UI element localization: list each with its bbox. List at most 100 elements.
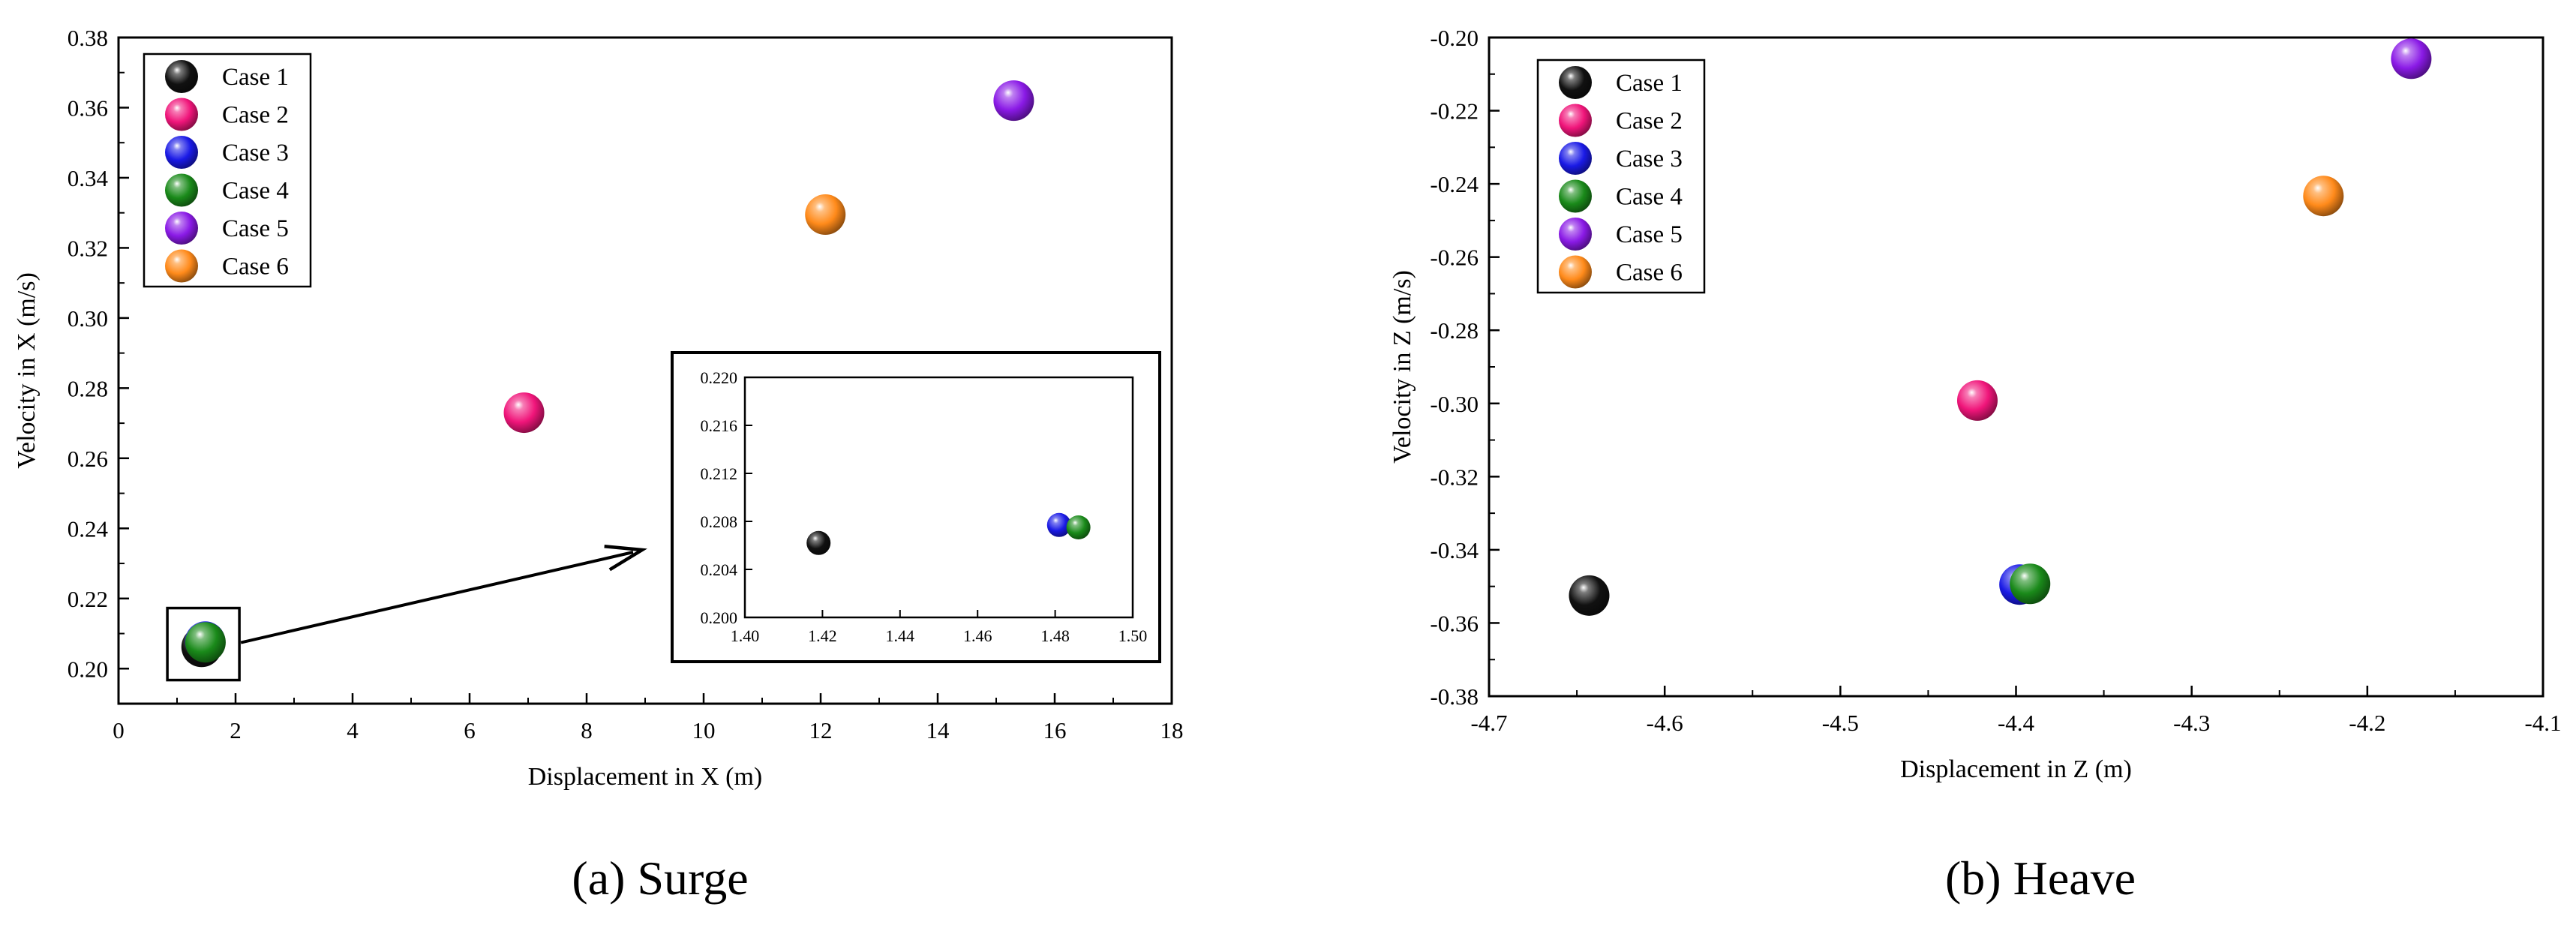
legend-label: Case 3 xyxy=(222,140,289,167)
x-tick-label: 12 xyxy=(809,717,833,743)
inset-x-tick-label: 1.44 xyxy=(886,626,915,645)
legend-label: Case 4 xyxy=(1616,184,1683,211)
legend-label: Case 6 xyxy=(1616,260,1683,287)
y-axis-label: Velocity in Z (m/s) xyxy=(1389,270,1416,464)
x-tick-label: -4.4 xyxy=(1998,710,2035,736)
y-tick-label: -0.28 xyxy=(1430,317,1479,344)
x-axis-label: Displacement in X (m) xyxy=(528,763,763,791)
legend-marker xyxy=(1559,179,1592,213)
legend-label: Case 1 xyxy=(222,64,289,91)
inset-y-tick-label: 0.200 xyxy=(701,608,738,627)
heave-chart: -4.7 -4.6 -4.5 -4.4 -4.3 -4.2 -4.1 -0.38 -0.36 -0… xyxy=(1389,25,2562,905)
y-axis-label: Velocity in X (m/s) xyxy=(13,272,41,469)
y-tick-label: 0.28 xyxy=(68,375,108,401)
y-tick-label: -0.38 xyxy=(1430,683,1479,710)
y-tick-label: -0.34 xyxy=(1430,537,1479,563)
y-tick-label: 0.38 xyxy=(68,25,108,51)
chart-caption: (a) Surge xyxy=(572,851,748,905)
data-point-case-4 xyxy=(185,622,226,663)
y-tick-label: -0.22 xyxy=(1430,98,1479,125)
x-tick-label: 4 xyxy=(347,717,359,743)
y-tick-label: -0.26 xyxy=(1430,245,1479,271)
y-tick-label: 0.26 xyxy=(68,446,108,472)
x-axis-label: Displacement in Z (m) xyxy=(1900,755,2132,783)
inset-x-tick-label: 1.48 xyxy=(1040,626,1070,645)
data-point-case-4 xyxy=(2010,563,2051,605)
data-point-case-5 xyxy=(993,80,1034,122)
inset-point-case-3 xyxy=(1046,512,1071,537)
data-point-case-2 xyxy=(1956,380,1998,421)
zoom-arrow-head xyxy=(604,544,647,572)
x-tick-label: -4.3 xyxy=(2173,710,2210,736)
legend-label: Case 5 xyxy=(1616,221,1683,248)
x-tick-label: 14 xyxy=(926,717,950,743)
legend-box xyxy=(1536,59,1706,294)
x-tick-label: -4.2 xyxy=(2349,710,2385,736)
y-tick-label: -0.36 xyxy=(1430,610,1479,636)
y-tick-label: -0.30 xyxy=(1430,391,1479,417)
y-tick-label: 0.30 xyxy=(68,305,108,332)
inset-y-tick-label: 0.220 xyxy=(701,368,738,387)
y-tick-label: 0.22 xyxy=(68,586,108,612)
zoom-region-box xyxy=(166,606,241,682)
data-point-case-6 xyxy=(805,194,846,236)
chart-caption: (b) Heave xyxy=(1945,851,2136,905)
inset-y-tick-label: 0.204 xyxy=(701,560,738,579)
y-tick-label: 0.36 xyxy=(68,95,108,121)
legend-marker xyxy=(165,212,198,245)
x-tick-label: 18 xyxy=(1160,717,1184,743)
inset-box xyxy=(671,351,1161,663)
legend-label: Case 2 xyxy=(1616,108,1683,135)
x-tick-label: 6 xyxy=(464,717,476,743)
x-tick-label: -4.5 xyxy=(1822,710,1859,736)
inset-x-tick-label: 1.42 xyxy=(808,626,837,645)
data-point-case-5 xyxy=(2391,38,2432,80)
inset-point-case-1 xyxy=(806,530,831,555)
inset-y-tick-label: 0.208 xyxy=(701,512,738,531)
inset-y-tick-label: 0.216 xyxy=(701,416,738,435)
inset-x-tick-label: 1.50 xyxy=(1118,626,1148,645)
inset-x-tick-label: 1.46 xyxy=(963,626,992,645)
legend-marker xyxy=(165,98,198,131)
surge-chart: 0 2 4 6 8 10 12 14 16 18 0.20 0.22 0.24 0.26 0.28 0.30 0… xyxy=(13,25,1184,905)
legend-label: Case 5 xyxy=(222,215,289,242)
zoom-arrow xyxy=(240,551,634,644)
x-tick-label: -4.7 xyxy=(1470,710,1507,736)
x-tick-label: 0 xyxy=(113,717,125,743)
x-tick-label: -4.1 xyxy=(2524,710,2561,736)
legend-marker xyxy=(1559,66,1592,99)
y-tick-label: 0.24 xyxy=(68,515,109,542)
y-tick-label: -0.32 xyxy=(1430,464,1479,490)
y-tick-label: 0.20 xyxy=(68,656,108,682)
legend-marker xyxy=(1559,104,1592,137)
x-tick-label: 8 xyxy=(581,717,593,743)
legend-marker xyxy=(165,136,198,169)
inset-point-case-4 xyxy=(1066,515,1091,539)
y-tick-label: 0.34 xyxy=(68,165,109,191)
inset-y-tick-label: 0.212 xyxy=(701,464,738,483)
data-point-case-6 xyxy=(2303,176,2344,217)
inset-x-tick-label: 1.40 xyxy=(731,626,760,645)
data-point-case-1 xyxy=(1569,575,1610,616)
x-tick-label: 10 xyxy=(692,717,716,743)
data-point-case-2 xyxy=(503,392,545,434)
legend-marker xyxy=(1559,218,1592,251)
legend-marker xyxy=(165,173,198,207)
legend-box xyxy=(143,53,312,288)
legend-label: Case 1 xyxy=(1616,70,1683,97)
x-tick-label: -4.6 xyxy=(1647,710,1683,736)
x-tick-label: 16 xyxy=(1043,717,1067,743)
legend-label: Case 3 xyxy=(1616,146,1683,173)
y-tick-label: -0.24 xyxy=(1430,171,1479,197)
legend-marker xyxy=(1559,255,1592,289)
inset-plot-frame xyxy=(743,376,1134,619)
legend-label: Case 6 xyxy=(222,254,289,281)
legend-label: Case 4 xyxy=(222,178,289,205)
legend-marker xyxy=(165,60,198,93)
y-tick-label: 0.32 xyxy=(68,235,108,261)
legend-marker xyxy=(1559,142,1592,175)
y-tick-label: -0.20 xyxy=(1430,25,1479,51)
legend-label: Case 2 xyxy=(222,102,289,129)
legend-marker xyxy=(165,249,198,283)
